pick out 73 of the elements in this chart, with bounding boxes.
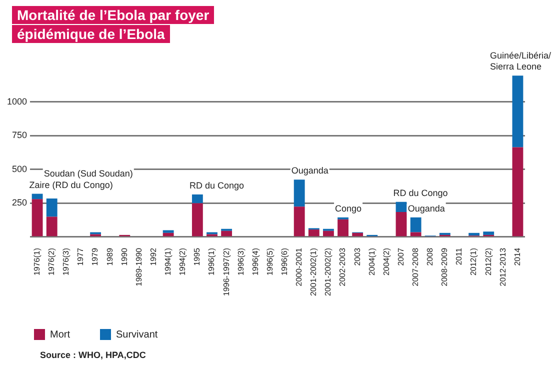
x-tick-label: 2007 bbox=[396, 247, 406, 266]
bar bbox=[162, 232, 174, 236]
x-tick-label: 2011 bbox=[454, 247, 464, 266]
x-tick-label: 2012-2013 bbox=[498, 247, 508, 286]
bar bbox=[46, 198, 58, 217]
annotation: Congo bbox=[335, 203, 362, 214]
legend-label: Survivant bbox=[116, 329, 158, 340]
bar bbox=[468, 232, 480, 236]
x-tick-label: 1996(5) bbox=[265, 248, 274, 276]
x-tick-label: 1996(1) bbox=[207, 248, 216, 276]
bar bbox=[192, 203, 203, 236]
bar bbox=[294, 180, 305, 207]
x-tick-label: 2004(1) bbox=[367, 248, 376, 276]
x-tick-label: 1979 bbox=[90, 247, 100, 266]
x-tick-label: 1992 bbox=[148, 247, 158, 266]
bar bbox=[308, 230, 320, 236]
x-tick-label: 1976(3) bbox=[62, 248, 71, 276]
bar bbox=[162, 230, 174, 233]
annotation: Zaire (RD du Congo) bbox=[29, 180, 113, 190]
annotation: RD du Congo bbox=[189, 180, 244, 190]
x-tick-label: 1994(2) bbox=[178, 248, 188, 276]
x-tick-label: 1994(1) bbox=[164, 248, 173, 276]
x-tick-label: 1976(2) bbox=[47, 248, 56, 276]
bar bbox=[323, 230, 334, 236]
x-tick-label: 2008-2009 bbox=[440, 247, 450, 286]
bar bbox=[410, 232, 422, 236]
bar bbox=[192, 194, 203, 204]
source-note: Source : WHO, HPA,CDC bbox=[40, 350, 146, 360]
x-tick-label: 2008 bbox=[426, 247, 435, 266]
x-tick-label: 2012(2) bbox=[484, 248, 493, 276]
bar bbox=[396, 202, 407, 212]
annotation: Guinée/Libéria/ Sierra Leone bbox=[490, 50, 552, 72]
x-tick-label: 2000-2001 bbox=[294, 247, 304, 286]
bar bbox=[512, 147, 524, 236]
y-tick-label: 750 bbox=[12, 130, 28, 140]
bar bbox=[294, 206, 305, 236]
bar bbox=[396, 212, 407, 236]
annotation: Ouganda bbox=[408, 203, 445, 214]
bar bbox=[352, 232, 364, 236]
bar bbox=[221, 230, 232, 236]
x-tick-label: 1977 bbox=[76, 247, 86, 266]
bar bbox=[512, 76, 524, 148]
chart-title: Mortalité de l’Ebola par foyer épidémique de l’Ebola bbox=[12, 6, 214, 43]
bar bbox=[338, 219, 348, 236]
y-tick-label: 1000 bbox=[6, 96, 28, 106]
x-tick-label: 1989 bbox=[105, 247, 114, 266]
annotation: RD du Congo bbox=[393, 188, 448, 198]
x-tick-label: 1995 bbox=[192, 247, 202, 266]
x-tick-label: 2004(2) bbox=[382, 248, 391, 276]
bar bbox=[483, 232, 494, 235]
x-tick-label: 2014 bbox=[512, 247, 522, 266]
x-tick-label: 1996(3) bbox=[236, 248, 246, 276]
x-tick-label: 1996(6) bbox=[280, 248, 289, 276]
x-tick-label: 1990 bbox=[120, 247, 129, 266]
x-tick-label: 2002-2003 bbox=[338, 247, 348, 286]
legend-label: Mort bbox=[50, 329, 70, 340]
x-tick-label: 2001-2002(1) bbox=[309, 248, 318, 296]
x-tick-label: 2001-2002(2) bbox=[324, 248, 333, 296]
y-tick-label: 500 bbox=[12, 164, 28, 174]
x-tick-label: 1976(1) bbox=[32, 248, 42, 276]
bar bbox=[32, 194, 43, 200]
x-tick-label: 1996-1997(2) bbox=[222, 248, 231, 296]
x-tick-label: 2003 bbox=[352, 247, 362, 266]
x-tick-label: 1996(4) bbox=[250, 248, 260, 276]
bar bbox=[32, 199, 43, 236]
annotation: Soudan (Sud Soudan) bbox=[44, 168, 133, 178]
x-tick-label: 2007-2008 bbox=[411, 247, 420, 286]
x-tick-label: 1989-1990 bbox=[134, 247, 144, 286]
y-tick-label: 250 bbox=[12, 198, 28, 208]
bar bbox=[46, 216, 58, 236]
bar bbox=[410, 217, 422, 232]
x-tick-label: 2012(1) bbox=[469, 248, 478, 276]
annotation: Ouganda bbox=[291, 166, 328, 176]
